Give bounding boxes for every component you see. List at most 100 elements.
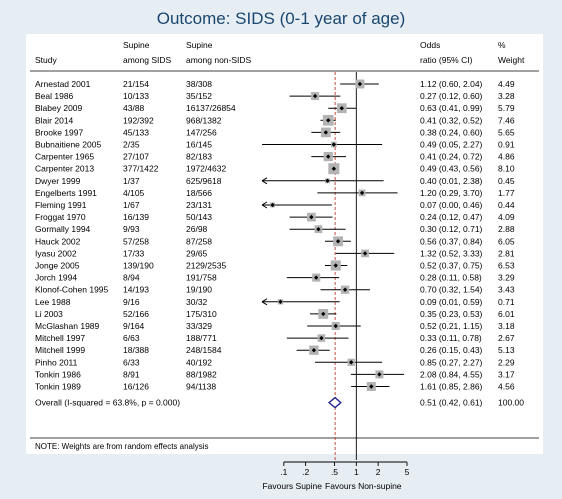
supine-sids-count: 16/126: [123, 382, 149, 392]
supine-sids-count: 18/388: [123, 345, 149, 355]
point-estimate: [333, 263, 338, 268]
odds-ratio-ci: 0.41 (0.32, 0.52): [420, 115, 483, 125]
study-name: Lee 1988: [35, 297, 71, 307]
supine-nonsids-count: 87/258: [186, 236, 212, 246]
point-estimate: [362, 251, 368, 256]
weights-note: NOTE: Weights are from random effects an…: [35, 442, 209, 451]
chart-title: Outcome: SIDS (0-1 year of age): [157, 9, 406, 28]
supine-nonsids-count: 18/566: [186, 188, 212, 198]
weight-value: 4.56: [498, 382, 515, 392]
header-supine-nonsids-2: among non-SIDS: [186, 55, 252, 65]
supine-sids-count: 14/193: [123, 285, 149, 295]
supine-nonsids-count: 26/98: [186, 224, 208, 234]
study-name: Tonkin 1989: [35, 382, 81, 392]
header-weight-2: Weight: [498, 55, 525, 65]
header-supine-nonsids-1: Supine: [186, 40, 213, 50]
study-name: Pinho 2011: [35, 357, 78, 367]
point-estimate: [333, 323, 338, 329]
study-name: Dwyer 1999: [35, 176, 81, 186]
supine-sids-count: 6/33: [123, 357, 140, 367]
supine-sids-count: 1/67: [123, 200, 140, 210]
supine-sids-count: 16/139: [123, 212, 149, 222]
point-estimate: [331, 166, 337, 171]
study-name: Gormally 1994: [35, 224, 91, 234]
weight-value: 3.29: [498, 273, 515, 283]
supine-sids-count: 21/154: [123, 79, 149, 89]
weight-value: 3.18: [498, 321, 515, 331]
odds-ratio-ci: 0.07 (0.00, 0.46): [420, 200, 483, 210]
weight-value: 0.91: [498, 140, 515, 150]
point-estimate: [319, 335, 324, 341]
supine-nonsids-count: 188/771: [186, 333, 217, 343]
weight-value: 1.77: [498, 188, 515, 198]
weight-value: 0.44: [498, 200, 515, 210]
point-estimate: [314, 275, 319, 280]
axis-right-label: Favours Non-supine: [325, 481, 402, 491]
weight-value: 2.81: [498, 248, 515, 258]
odds-ratio-ci: 0.26 (0.15, 0.43): [420, 345, 483, 355]
supine-nonsids-count: 29/65: [186, 248, 208, 258]
study-name: Arnestad 2001: [35, 79, 91, 89]
odds-ratio-ci: 1.32 (0.52, 3.33): [420, 248, 483, 258]
point-estimate: [331, 142, 337, 147]
study-name: Mitchell 1999: [35, 345, 85, 355]
weight-value: 4.49: [498, 79, 515, 89]
overall-odds-ratio: 0.51 (0.42, 0.61): [420, 398, 483, 408]
supine-sids-count: 6/63: [123, 333, 140, 343]
odds-ratio-ci: 0.24 (0.12, 0.47): [420, 212, 483, 222]
supine-sids-count: 10/133: [123, 91, 149, 101]
point-estimate: [359, 190, 365, 196]
supine-nonsids-count: 23/131: [186, 200, 212, 210]
study-name: Tonkin 1986: [35, 369, 81, 379]
overall-weight: 100.00: [498, 398, 524, 408]
supine-nonsids-count: 191/758: [186, 273, 217, 283]
supine-nonsids-count: 248/1584: [186, 345, 222, 355]
supine-sids-count: 1/37: [123, 176, 140, 186]
plot-area: [26, 34, 543, 454]
header-study: Study: [35, 55, 57, 65]
weight-value: 4.86: [498, 152, 515, 162]
supine-sids-count: 139/190: [123, 261, 154, 271]
supine-sids-count: 4/105: [123, 188, 145, 198]
supine-sids-count: 9/164: [123, 321, 145, 331]
weight-value: 2.67: [498, 333, 515, 343]
supine-sids-count: 43/88: [123, 103, 145, 113]
odds-ratio-ci: 0.09 (0.01, 0.59): [420, 297, 483, 307]
supine-sids-count: 57/258: [123, 236, 149, 246]
supine-nonsids-count: 40/192: [186, 357, 212, 367]
point-estimate: [309, 214, 314, 220]
ci-arrow: [261, 177, 268, 185]
supine-nonsids-count: 94/1138: [186, 382, 216, 392]
odds-ratio-ci: 0.70 (0.32, 1.54): [420, 285, 483, 295]
ci-arrow: [261, 201, 268, 209]
point-estimate: [349, 360, 354, 365]
supine-nonsids-count: 50/143: [186, 212, 212, 222]
study-name: Fleming 1991: [35, 200, 87, 210]
study-name: Froggat 1970: [35, 212, 86, 222]
weight-value: 2.29: [498, 357, 515, 367]
weight-value: 4.09: [498, 212, 515, 222]
ci-arrow: [261, 298, 268, 306]
odds-ratio-ci: 0.49 (0.05, 2.27): [420, 140, 483, 150]
study-rows: Arnestad 2001 21/154 38/308 1.12 (0.60, 2.0…: [35, 79, 524, 408]
axis-left-label: Favours Supine: [262, 481, 322, 491]
weight-value: 0.45: [498, 176, 515, 186]
odds-ratio-ci: 1.12 (0.60, 2.04): [420, 79, 483, 89]
weight-value: 3.43: [498, 285, 515, 295]
weight-value: 5.79: [498, 103, 515, 113]
study-name: Carpenter 1965: [35, 152, 94, 162]
odds-ratio-ci: 0.63 (0.41, 0.99): [420, 103, 483, 113]
odds-ratio-ci: 0.28 (0.11, 0.58): [420, 273, 482, 283]
point-estimate: [339, 106, 344, 111]
point-estimate: [316, 227, 321, 232]
odds-ratio-ci: 0.56 (0.37, 0.84): [420, 236, 483, 246]
supine-nonsids-count: 16137/26854: [186, 103, 236, 113]
supine-nonsids-count: 35/152: [186, 91, 212, 101]
supine-sids-count: 8/91: [123, 369, 140, 379]
weight-value: 6.05: [498, 236, 515, 246]
supine-sids-count: 377/1422: [123, 164, 159, 174]
supine-sids-count: 9/16: [123, 297, 140, 307]
point-estimate: [377, 372, 382, 377]
weight-value: 2.88: [498, 224, 515, 234]
